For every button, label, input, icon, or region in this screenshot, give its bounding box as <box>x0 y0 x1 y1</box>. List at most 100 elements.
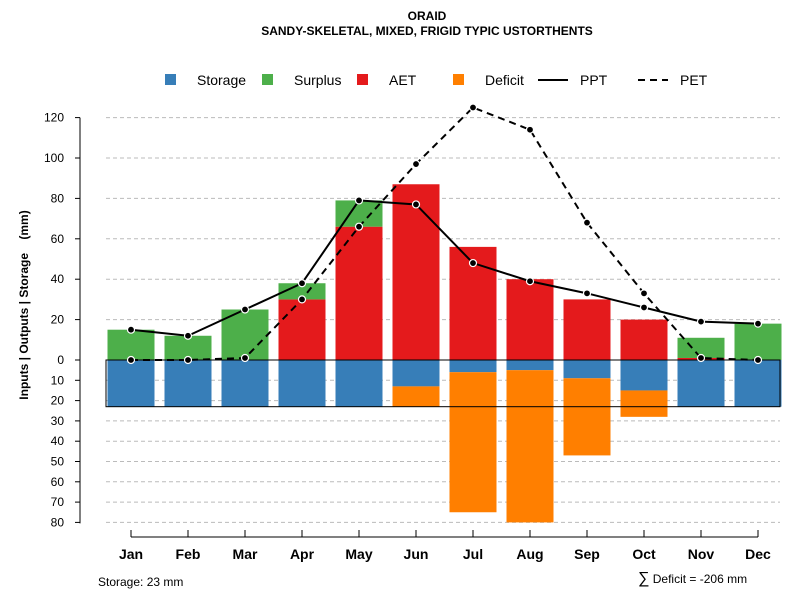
surplus-bar-jan <box>107 329 155 360</box>
x-tick-label-nov: Nov <box>688 546 715 562</box>
y-tick-label: 60 <box>51 475 65 489</box>
storage-bar-feb <box>164 360 212 407</box>
pet-line-point-may <box>354 222 364 231</box>
pet-line-point-aug <box>525 125 535 134</box>
ppt-line-point-dec <box>753 319 763 328</box>
pet-line-point-nov <box>696 353 706 363</box>
ppt-line-point-mar <box>240 305 250 314</box>
y-tick-label: 20 <box>51 394 65 408</box>
aet-bar-may <box>335 226 383 360</box>
x-tick-label-jun: Jun <box>404 546 429 562</box>
storage-bar-apr <box>278 360 326 407</box>
x-tick-label-may: May <box>345 546 372 562</box>
storage-bar-nov <box>677 360 725 407</box>
x-tick-label-feb: Feb <box>176 546 201 562</box>
storage-bar-may <box>335 360 383 407</box>
storage-bar-aug <box>506 360 554 371</box>
aet-bar-aug <box>506 279 554 360</box>
aet-bar-apr <box>278 299 326 360</box>
x-tick-label-aug: Aug <box>516 546 543 562</box>
ppt-line-point-jul <box>468 258 478 268</box>
pet-line <box>131 106 759 361</box>
pet-line-point-jul <box>468 103 478 112</box>
deficit-bar-jun <box>392 386 440 407</box>
pet-line-point-apr <box>297 295 307 304</box>
aet-bar-oct <box>620 319 668 360</box>
storage-bar-sep <box>563 360 611 379</box>
chart-title: ORAID <box>407 9 447 23</box>
x-tick-label-dec: Dec <box>745 546 771 562</box>
pet-line-point-oct <box>639 289 649 298</box>
y-tick-label: 60 <box>51 232 65 246</box>
surplus-bar-nov <box>677 337 725 358</box>
legend-label-aet: AET <box>389 72 417 88</box>
legend-swatch-storage <box>165 74 176 85</box>
deficit-bar-jul <box>449 372 497 513</box>
storage-bar-dec <box>734 360 782 407</box>
legend-label-ppt: PPT <box>580 72 608 88</box>
ppt-line-point-feb <box>183 331 193 340</box>
y-tick-label: 80 <box>51 191 65 205</box>
x-tick-label-jul: Jul <box>463 546 483 562</box>
legend-swatch-surplus <box>262 74 273 85</box>
x-tick-label-oct: Oct <box>632 546 656 562</box>
y-tick-label: 70 <box>51 495 65 509</box>
y-tick-label: 40 <box>51 434 65 448</box>
y-tick-label: 80 <box>51 515 65 529</box>
ppt-line-point-apr <box>297 279 307 288</box>
surplus-bar-apr <box>278 283 326 300</box>
deficit-bar-sep <box>563 378 611 456</box>
pet-line-point-dec <box>753 355 763 365</box>
y-tick-label: 10 <box>51 373 65 387</box>
legend-label-storage: Storage <box>197 72 246 88</box>
storage-bar-mar <box>221 360 269 407</box>
ppt-line-point-may <box>354 196 364 205</box>
legend-label-deficit: Deficit <box>485 72 524 88</box>
storage-bar-jun <box>392 360 440 387</box>
x-tick-label-mar: Mar <box>233 546 258 562</box>
pet-line-point-sep <box>582 218 592 227</box>
pet-line-point-mar <box>240 353 250 363</box>
pet-line-point-jun <box>411 159 421 169</box>
y-tick-label: 40 <box>51 272 65 286</box>
storage-bar-jan <box>107 360 155 407</box>
aet-bar-sep <box>563 299 611 360</box>
ppt-line-point-aug <box>525 277 535 286</box>
y-tick-label: 0 <box>57 353 64 367</box>
y-axis-label: Inputs | Outputs | Storage (mm) <box>17 210 31 399</box>
ppt-line-point-jun <box>411 200 421 209</box>
pet-line-point-feb <box>183 355 193 365</box>
deficit-bar-oct <box>620 390 668 417</box>
ppt-line-point-nov <box>696 317 706 326</box>
y-tick-label: 30 <box>51 414 65 428</box>
y-tick-label: 20 <box>51 313 65 327</box>
y-tick-label: 50 <box>51 455 65 469</box>
storage-bar-oct <box>620 360 668 391</box>
x-tick-label-jan: Jan <box>119 546 143 562</box>
ppt-line-point-sep <box>582 289 592 298</box>
chart-subtitle: SANDY-SKELETAL, MIXED, FRIGID TYPIC USTO… <box>261 24 593 38</box>
deficit-note: ∑ Deficit = -206 mm <box>638 570 747 588</box>
legend-label-surplus: Surplus <box>294 72 341 88</box>
legend-label-pet: PET <box>680 72 708 88</box>
legend-swatch-aet <box>357 74 368 85</box>
x-tick-label-apr: Apr <box>290 546 315 562</box>
ppt-line <box>130 199 759 337</box>
surplus-bar-dec <box>734 323 782 360</box>
deficit-bar-aug <box>506 370 554 523</box>
surplus-bar-mar <box>221 309 269 360</box>
pet-line-point-jan <box>126 355 136 365</box>
y-tick-label: 100 <box>44 151 64 165</box>
ppt-line-point-jan <box>126 325 136 334</box>
ppt-line-point-oct <box>639 303 649 312</box>
aet-bar-jun <box>392 184 440 360</box>
x-tick-label-sep: Sep <box>574 546 600 562</box>
legend-swatch-deficit <box>453 74 464 85</box>
storage-capacity-box <box>105 359 781 408</box>
storage-note: Storage: 23 mm <box>98 575 184 589</box>
storage-bar-jul <box>449 360 497 373</box>
deficit-note-text: Deficit = -206 mm <box>652 572 748 586</box>
y-tick-label: 120 <box>44 111 64 125</box>
sigma-symbol: ∑ <box>638 570 650 587</box>
